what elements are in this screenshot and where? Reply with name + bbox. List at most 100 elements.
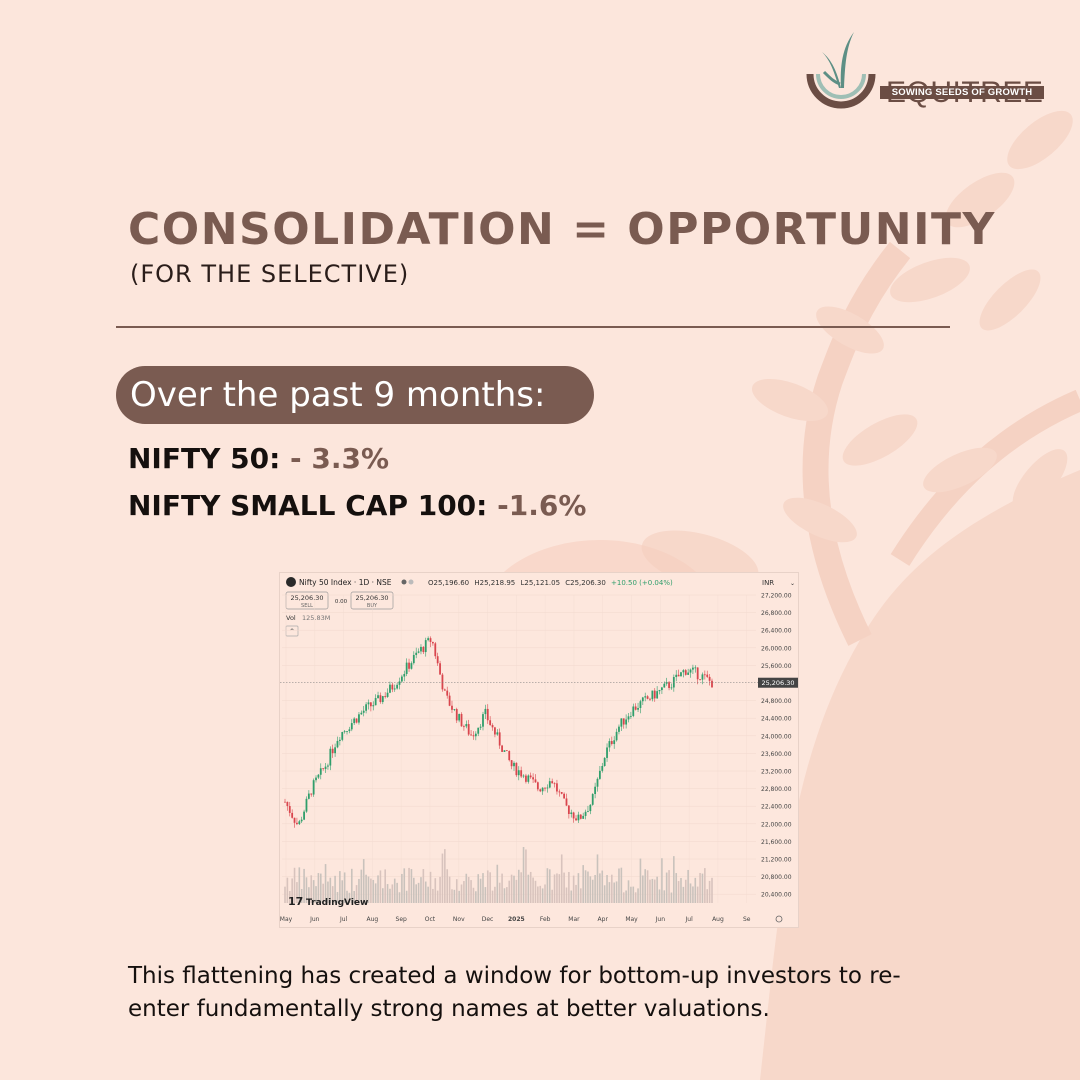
- volume-bar: [606, 875, 608, 903]
- price-chart: Nifty 50 Index · 1D · NSE O25,196.60 H25…: [280, 577, 798, 923]
- volume-bar: [651, 878, 654, 903]
- volume-bar: [310, 875, 313, 903]
- candle: [699, 679, 701, 681]
- candle: [546, 787, 549, 789]
- candle: [513, 762, 515, 767]
- candle: [711, 680, 713, 688]
- candle: [300, 819, 303, 822]
- x-tick-label: Sep: [396, 916, 408, 923]
- candle: [517, 770, 520, 776]
- volume-bar: [665, 872, 668, 903]
- candle: [362, 710, 365, 713]
- volume-bar: [455, 879, 458, 903]
- volume-bar: [680, 877, 682, 903]
- volume-bar: [627, 880, 630, 903]
- volume-bar: [358, 878, 360, 903]
- candle: [651, 690, 654, 700]
- volume-bar: [582, 865, 584, 903]
- ohlc-low: L25,121.05: [521, 579, 561, 587]
- candle: [627, 716, 630, 720]
- x-tick-label: Oct: [425, 916, 436, 923]
- candle: [596, 778, 599, 787]
- x-tick-label: Mar: [568, 916, 580, 923]
- price-chart-panel: Nifty 50 Index · 1D · NSE O25,196.60 H25…: [279, 572, 799, 928]
- candle: [565, 798, 568, 806]
- x-tick-label: Jul: [685, 916, 694, 923]
- candle: [288, 806, 291, 813]
- candle: [324, 766, 327, 770]
- volume-bar: [441, 853, 444, 903]
- x-tick-label: Nov: [453, 916, 465, 923]
- candle: [658, 690, 661, 692]
- volume-bar: [427, 886, 429, 903]
- volume-bars: [284, 847, 713, 903]
- candle: [338, 739, 341, 741]
- candle: [622, 718, 625, 725]
- volume-bar: [520, 872, 522, 903]
- volume-bar: [608, 882, 611, 903]
- candle: [291, 812, 294, 818]
- stat-label: NIFTY 50:: [128, 442, 281, 475]
- candlestick-series: [284, 636, 713, 828]
- candle: [553, 783, 556, 785]
- gear-icon[interactable]: [775, 915, 783, 923]
- volume-bar: [591, 879, 594, 903]
- volume-bar: [367, 876, 370, 903]
- candle: [431, 641, 434, 644]
- volume-bar: [327, 881, 329, 903]
- y-axis: 27,200.00 26,800.00 26,400.00 26,000.00 25,6…: [761, 593, 792, 899]
- candle: [329, 748, 332, 766]
- volume-bar: [379, 870, 382, 903]
- volume-bar: [689, 883, 692, 903]
- currency-dropdown-icon[interactable]: ⌄: [790, 580, 795, 587]
- candle: [560, 792, 563, 794]
- volume-bar: [620, 867, 623, 903]
- candle: [620, 718, 623, 727]
- candle: [424, 640, 427, 653]
- candle: [360, 712, 363, 715]
- candle: [641, 697, 644, 702]
- candle: [589, 804, 592, 812]
- headline-subtitle: (FOR THE SELECTIVE): [130, 260, 410, 288]
- candle: [558, 791, 561, 793]
- y-tick-label: 21,200.00: [761, 857, 792, 864]
- volume-bar: [486, 870, 489, 903]
- x-tick-label: Jun: [309, 916, 320, 923]
- candle: [694, 667, 697, 669]
- x-tick-label: Se: [743, 916, 751, 923]
- spread-value: 0.00: [335, 599, 348, 605]
- volume-bar: [413, 877, 415, 903]
- candle: [680, 672, 682, 677]
- volume-bar: [563, 872, 565, 903]
- candle: [649, 698, 651, 700]
- candle: [455, 709, 458, 721]
- headline-title: CONSOLIDATION = OPPORTUNITY: [128, 204, 996, 255]
- volume-bar: [699, 872, 701, 903]
- volume-bar: [501, 873, 503, 903]
- candle: [503, 750, 506, 752]
- candle: [305, 798, 308, 812]
- volume-bar: [587, 871, 589, 903]
- candle: [637, 707, 639, 710]
- volume-bar: [479, 878, 482, 903]
- candle: [420, 646, 422, 652]
- candle: [613, 740, 616, 745]
- volume-bar: [334, 875, 336, 903]
- volume-bar: [694, 877, 697, 903]
- volume-bar: [393, 878, 396, 903]
- equitree-logo-mark: [806, 32, 876, 109]
- candle: [587, 811, 589, 812]
- volume-bar: [529, 871, 532, 903]
- volume-bar: [625, 890, 627, 903]
- volume-bar: [477, 874, 480, 903]
- volume-bar: [324, 864, 327, 903]
- candle: [396, 684, 399, 689]
- candle: [441, 674, 444, 690]
- candle: [303, 811, 305, 820]
- candle: [479, 726, 482, 728]
- buy-button[interactable]: [350, 591, 394, 610]
- y-tick-label: 24,000.00: [761, 733, 792, 740]
- volume-bar: [424, 881, 427, 903]
- ohlc-change: +10.50 (+0.04%): [611, 579, 673, 587]
- volume-bar: [286, 877, 289, 903]
